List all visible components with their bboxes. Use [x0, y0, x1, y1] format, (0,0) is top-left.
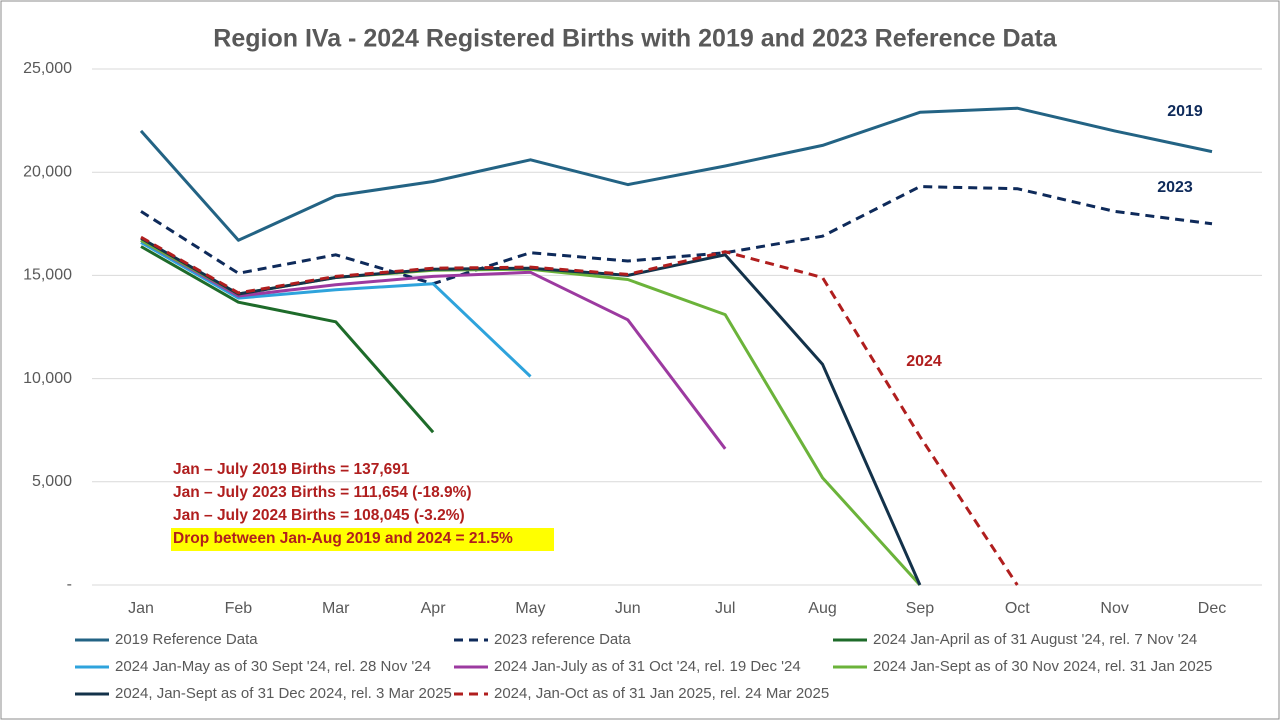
x-tick-label: Jun: [615, 600, 641, 617]
x-tick-label: Mar: [322, 600, 350, 617]
x-tick-label: Feb: [225, 600, 253, 617]
y-tick-label: 10,000: [23, 370, 72, 387]
legend-label: 2024 Jan-July as of 31 Oct '24, rel. 19 …: [494, 658, 801, 675]
x-tick-label: Apr: [421, 600, 447, 617]
x-tick-label: Oct: [1005, 600, 1030, 617]
series-annotation: 2019: [1167, 103, 1203, 120]
x-tick-label: Nov: [1100, 600, 1128, 617]
legend-label: 2024 Jan-May as of 30 Sept '24, rel. 28 …: [115, 658, 431, 675]
y-tick-label: -: [67, 576, 72, 593]
legend-label: 2024 Jan-Sept as of 30 Nov 2024, rel. 31…: [873, 658, 1212, 675]
text-box-line: Jan – July 2024 Births = 108,045 (-3.2%): [173, 507, 465, 524]
x-tick-label: Sep: [906, 600, 935, 617]
x-tick-label: Jul: [715, 600, 735, 617]
y-tick-label: 20,000: [23, 163, 72, 180]
series-line: [140, 245, 435, 434]
text-box-line: Jan – July 2023 Births = 111,654 (-18.9%…: [173, 484, 472, 501]
legend-label: 2024, Jan-Sept as of 31 Dec 2024, rel. 3…: [115, 685, 452, 702]
legend-label: 2024 Jan-April as of 31 August '24, rel.…: [873, 631, 1197, 648]
x-tick-label: Aug: [808, 600, 836, 617]
legend-label: 2019 Reference Data: [115, 631, 258, 648]
series-annotation: 2024: [906, 353, 942, 370]
legend-label: 2024, Jan-Oct as of 31 Jan 2025, rel. 24…: [494, 685, 829, 702]
legend-label: 2023 reference Data: [494, 631, 631, 648]
text-box-line: Jan – July 2019 Births = 137,691: [173, 461, 410, 478]
y-tick-label: 15,000: [23, 267, 72, 284]
series-line: [139, 106, 1213, 242]
y-tick-label: 25,000: [23, 60, 72, 77]
text-box-line: Drop between Jan-Aug 2019 and 2024 = 21.…: [173, 530, 513, 547]
x-tick-label: May: [515, 600, 545, 617]
chart-title: Region IVa - 2024 Registered Births with…: [213, 25, 1057, 53]
series-line: [140, 238, 727, 450]
series-annotation: 2023: [1157, 179, 1193, 196]
x-tick-label: Jan: [128, 600, 154, 617]
highlight: [171, 528, 554, 551]
series-line: [140, 235, 1019, 586]
y-tick-label: 5,000: [32, 473, 72, 490]
series-line: [140, 185, 1213, 286]
series-line: [140, 241, 532, 378]
x-tick-label: Dec: [1198, 600, 1226, 617]
